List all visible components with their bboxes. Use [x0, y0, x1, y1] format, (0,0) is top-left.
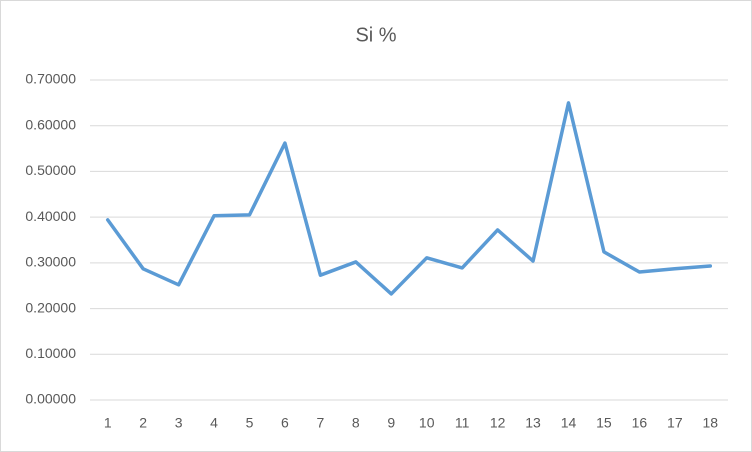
- x-tick-label: 9: [387, 415, 395, 431]
- x-tick-label: 1: [104, 415, 112, 431]
- x-tick-label: 16: [632, 415, 648, 431]
- y-tick-label: 0.50000: [25, 162, 76, 178]
- x-tick-label: 5: [246, 415, 254, 431]
- x-tick-label: 8: [352, 415, 360, 431]
- x-tick-label: 4: [210, 415, 218, 431]
- x-tick-label: 7: [316, 415, 324, 431]
- y-tick-label: 0.60000: [25, 116, 76, 132]
- y-tick-label: 0.40000: [25, 208, 76, 224]
- x-tick-label: 3: [175, 415, 183, 431]
- x-tick-label: 13: [525, 415, 541, 431]
- y-tick-label: 0.00000: [25, 391, 76, 407]
- x-tick-label: 2: [139, 415, 147, 431]
- y-tick-label: 0.70000: [25, 71, 76, 87]
- x-tick-label: 6: [281, 415, 289, 431]
- y-tick-label: 0.20000: [25, 299, 76, 315]
- x-tick-label: 18: [702, 415, 718, 431]
- y-tick-label: 0.10000: [25, 345, 76, 361]
- x-tick-label: 15: [596, 415, 612, 431]
- x-tick-label: 14: [561, 415, 577, 431]
- chart-title: Si %: [355, 24, 396, 46]
- x-tick-label: 11: [455, 415, 470, 431]
- x-tick-label: 10: [419, 415, 435, 431]
- y-tick-label: 0.30000: [25, 254, 76, 270]
- x-tick-label: 17: [667, 415, 683, 431]
- x-tick-label: 12: [490, 415, 506, 431]
- data-line: [105, 101, 713, 296]
